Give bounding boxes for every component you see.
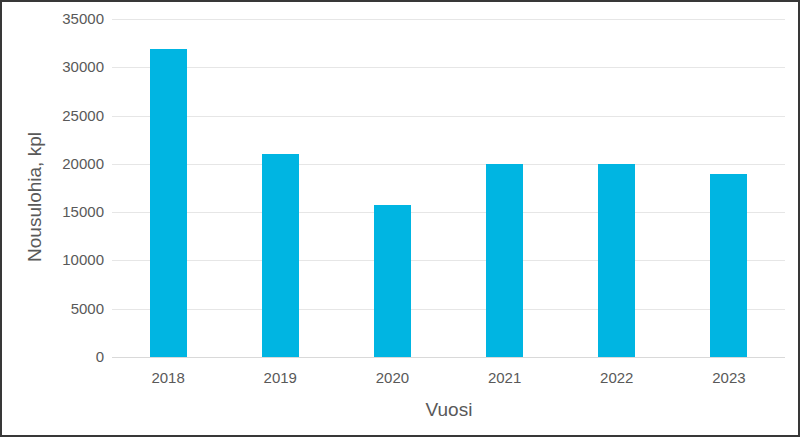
- gridline-15000: [112, 212, 785, 213]
- x-tick-label-2022: 2022: [572, 369, 662, 387]
- bar-2021: [486, 164, 523, 357]
- y-tick-label-35000: 35000: [24, 10, 104, 28]
- gridline-20000: [112, 164, 785, 165]
- salmon-count-bar-chart: Nousulohia, kpl 0 5000 10000 15000 20000 2500…: [0, 0, 800, 437]
- bar-2018: [150, 49, 187, 357]
- y-tick-label-25000: 25000: [24, 107, 104, 125]
- x-axis-baseline: [112, 357, 785, 358]
- y-axis-title: Nousulohia, kpl: [24, 132, 46, 262]
- y-tick-label-30000: 30000: [24, 58, 104, 76]
- bar-2023: [710, 174, 747, 357]
- x-tick-label-2023: 2023: [684, 369, 774, 387]
- gridline-35000: [112, 19, 785, 20]
- gridline-5000: [112, 309, 785, 310]
- y-tick-label-20000: 20000: [24, 155, 104, 173]
- gridline-10000: [112, 260, 785, 261]
- y-tick-label-5000: 5000: [24, 300, 104, 318]
- bar-2020: [374, 205, 411, 357]
- y-tick-label-10000: 10000: [24, 251, 104, 269]
- gridline-30000: [112, 67, 785, 68]
- x-tick-label-2019: 2019: [235, 369, 325, 387]
- y-tick-label-15000: 15000: [24, 203, 104, 221]
- x-tick-label-2020: 2020: [347, 369, 437, 387]
- x-tick-label-2018: 2018: [123, 369, 213, 387]
- bar-2022: [598, 164, 635, 357]
- gridline-25000: [112, 116, 785, 117]
- bar-2019: [262, 154, 299, 357]
- x-axis-title: Vuosi: [426, 398, 473, 422]
- y-tick-label-0: 0: [24, 348, 104, 366]
- plot-area: [112, 19, 785, 357]
- x-tick-label-2021: 2021: [460, 369, 550, 387]
